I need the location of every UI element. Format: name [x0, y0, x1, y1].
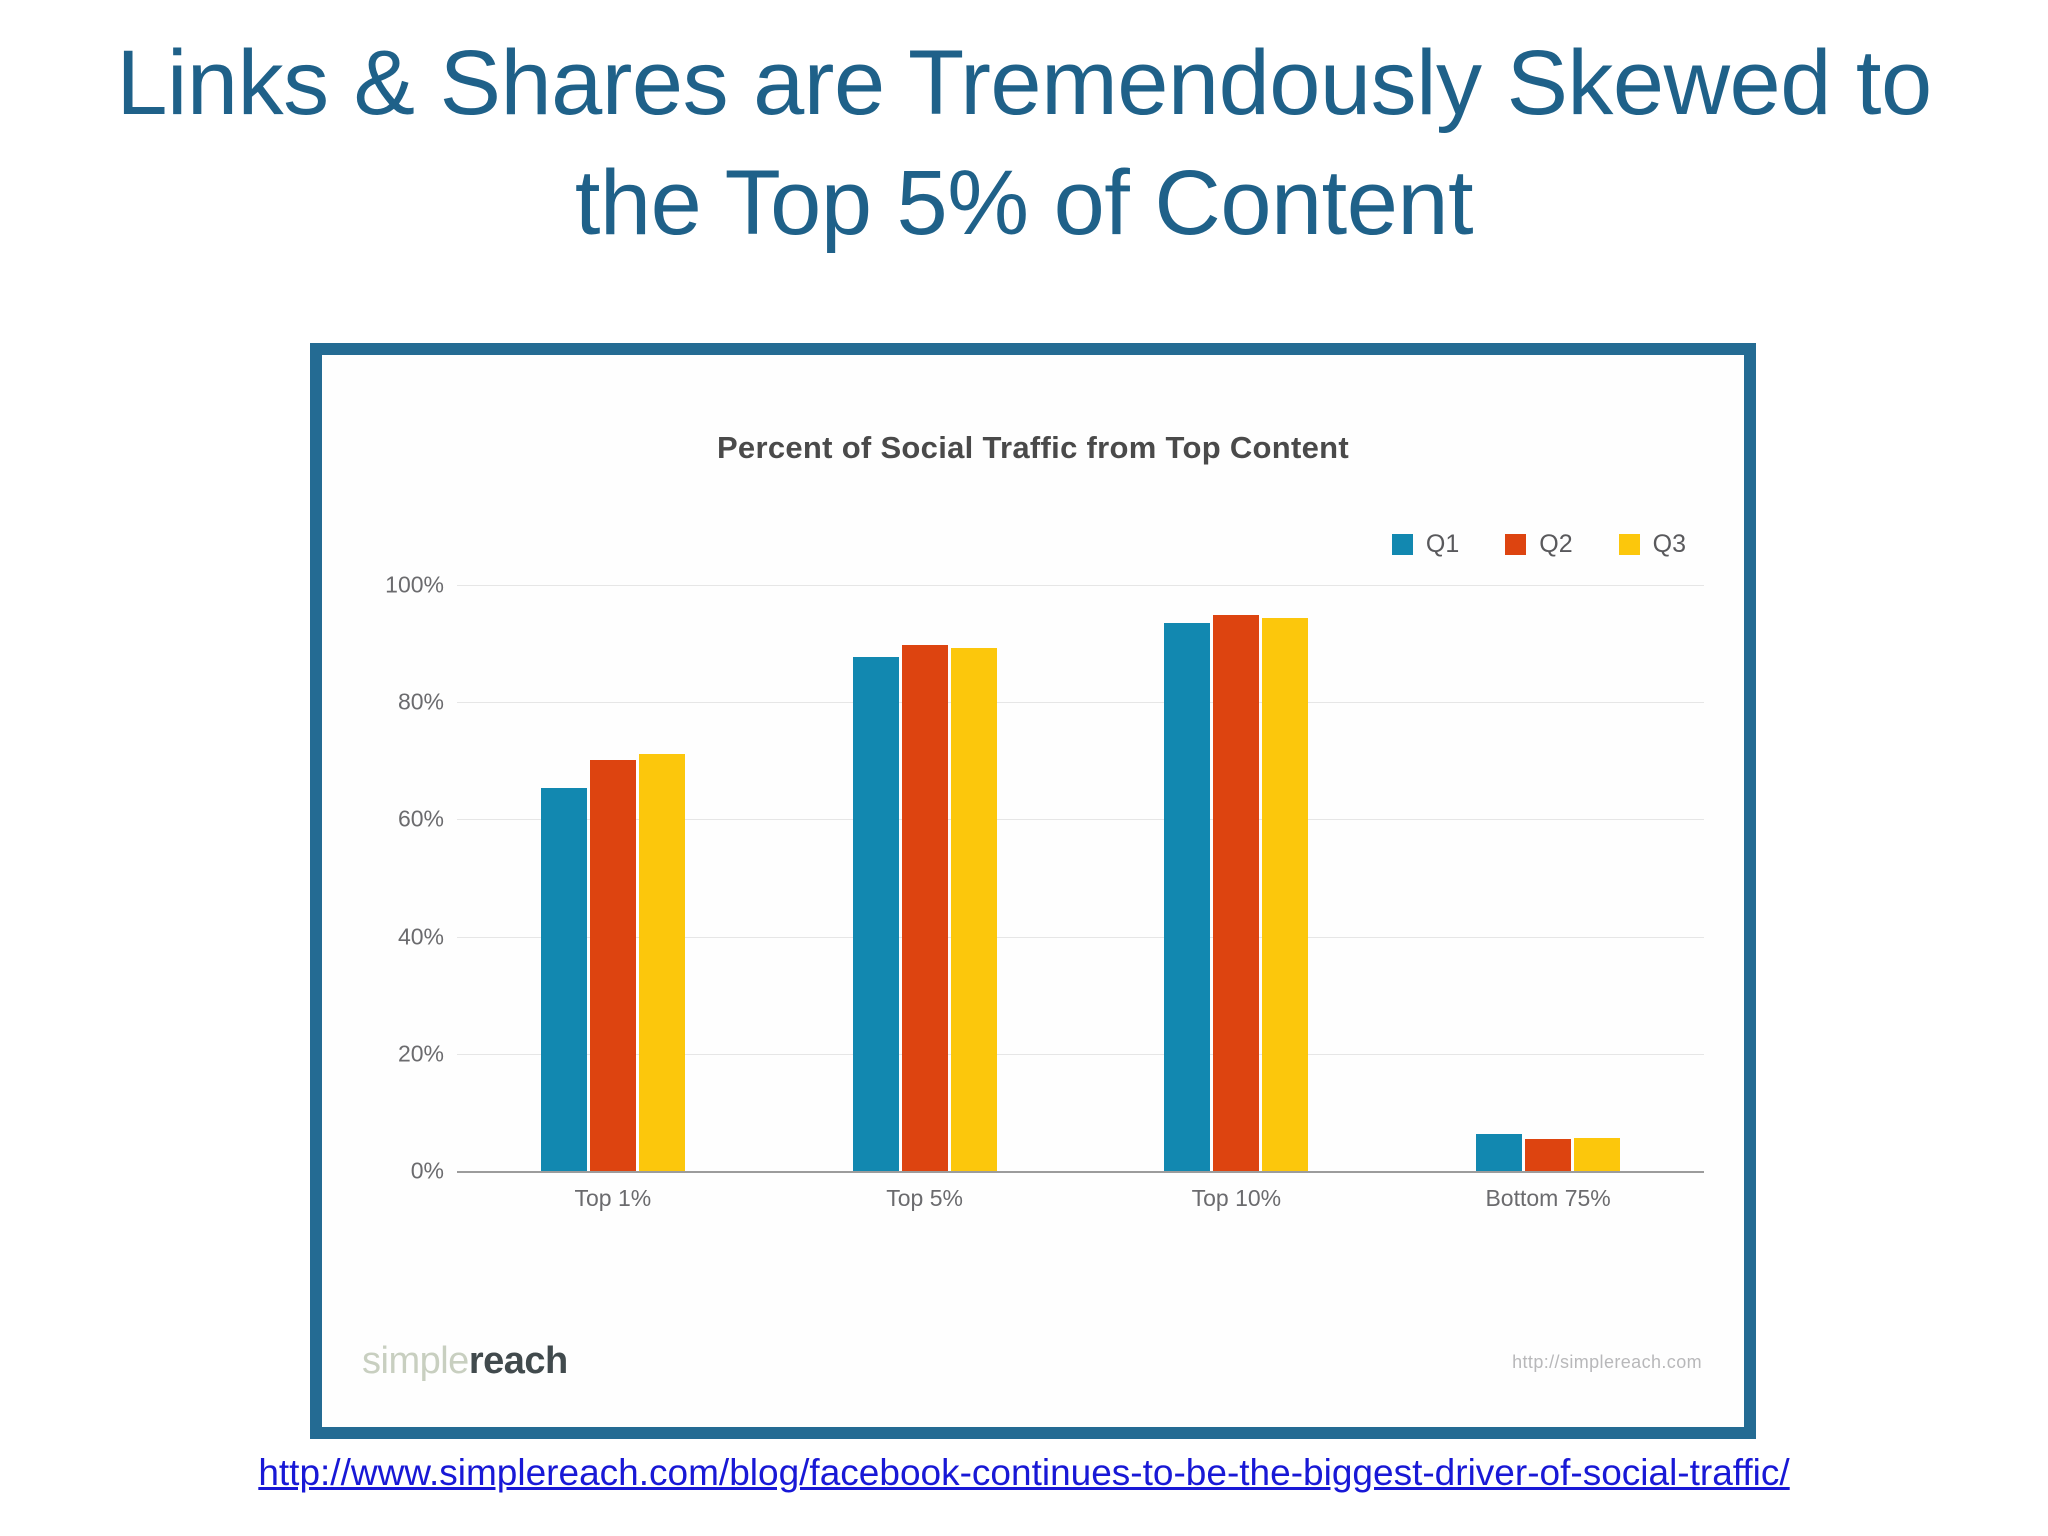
bar-q1	[1476, 1133, 1523, 1171]
bar-group	[457, 585, 769, 1171]
y-axis-tick-label: 20%	[397, 1040, 444, 1067]
gridline	[457, 585, 1704, 586]
chart-legend: Q1 Q2 Q3	[1391, 530, 1686, 559]
chart-title: Percent of Social Traffic from Top Conte…	[716, 430, 1350, 465]
legend-item-q1: Q1	[1391, 530, 1460, 559]
legend-swatch-icon	[1505, 534, 1527, 555]
y-axis-tick-label: 80%	[397, 688, 444, 715]
legend-label: Q2	[1539, 530, 1573, 558]
gridline	[457, 819, 1704, 821]
x-axis-tick-label: Top 1%	[574, 1185, 652, 1211]
legend-swatch-icon	[1618, 534, 1640, 555]
gridlines	[457, 585, 1704, 1173]
chart-watermark-url: http://simplereach.com	[1512, 1352, 1702, 1372]
plot-area: 0% 20% 40% 60% 80% 100% Top 1% Top 5% Top 10% Bo…	[362, 572, 1714, 1217]
legend-item-q3: Q3	[1618, 530, 1686, 559]
gridline	[457, 936, 1704, 938]
bar-groups	[457, 585, 1704, 1171]
bar-q3	[1262, 618, 1309, 1171]
bar-q1	[1164, 622, 1211, 1171]
y-axis-tick-label: 60%	[397, 805, 444, 832]
gridline	[457, 702, 1704, 704]
axis-baseline	[457, 1171, 1704, 1173]
x-axis-tick-label: Bottom 75%	[1485, 1185, 1611, 1211]
bar-q3	[1574, 1137, 1621, 1171]
x-axis-tick-label: Top 10%	[1191, 1185, 1282, 1211]
bar-q2	[901, 645, 948, 1171]
y-axis: 0% 20% 40% 60% 80% 100%	[362, 572, 452, 1184]
chart-canvas: Percent of Social Traffic from Top Conte…	[322, 355, 1744, 1427]
gridline	[457, 1053, 1704, 1055]
x-axis-tick-label: Top 5%	[886, 1185, 963, 1211]
bar-group	[1081, 585, 1393, 1171]
bar-q1	[852, 656, 899, 1171]
bar-q2	[1213, 615, 1260, 1171]
bar-q3	[950, 647, 997, 1171]
bar-group	[1392, 585, 1704, 1171]
y-axis-tick-label: 100%	[385, 571, 444, 598]
logo-text-reach: reach	[468, 1340, 568, 1382]
simplereach-logo: simplereach	[362, 1340, 568, 1383]
bar-q3	[638, 753, 685, 1171]
x-axis: Top 1% Top 5% Top 10% Bottom 75%	[457, 1171, 1704, 1217]
bar-q1	[540, 788, 587, 1171]
bar-group	[769, 585, 1081, 1171]
legend-item-q2: Q2	[1505, 530, 1573, 559]
page-title: Links & Shares are Tremendously Skewed t…	[116, 32, 1932, 254]
legend-swatch-icon	[1391, 534, 1413, 555]
source-link[interactable]: http://www.simplereach.com/blog/facebook…	[258, 1452, 1790, 1493]
y-axis-tick-label: 40%	[397, 923, 444, 950]
legend-label: Q1	[1425, 530, 1460, 558]
legend-label: Q3	[1652, 530, 1686, 558]
chart-image-frame: Percent of Social Traffic from Top Conte…	[310, 343, 1756, 1439]
bar-q2	[589, 759, 636, 1171]
bar-q2	[1525, 1138, 1572, 1171]
y-axis-tick-label: 0%	[410, 1157, 444, 1184]
logo-text-simple: simple	[362, 1340, 469, 1382]
